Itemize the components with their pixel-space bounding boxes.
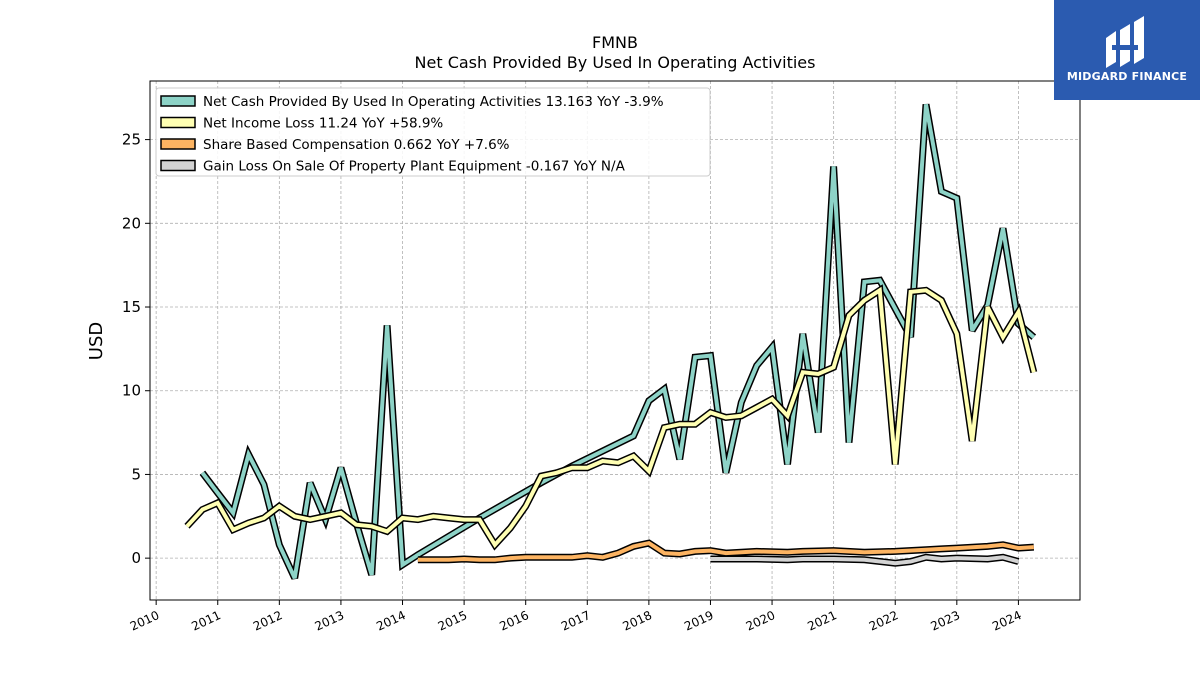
legend-label: Share Based Compensation 0.662 YoY +7.6%: [203, 137, 510, 153]
x-tick-label: 2015: [436, 608, 470, 634]
x-tick-label: 2020: [744, 608, 778, 634]
x-tick-label: 2021: [805, 608, 839, 634]
series-layer: [184, 103, 1038, 580]
series-line: [185, 286, 1036, 549]
series-3: [710, 553, 1020, 567]
x-tick-label: 2023: [928, 608, 962, 634]
brand-logo: MIDGARD FINANCE: [1054, 0, 1200, 100]
series-line: [710, 555, 1019, 566]
series-line: [417, 540, 1034, 562]
x-tick-label: 2010: [128, 608, 162, 634]
brand-name: MIDGARD FINANCE: [1066, 70, 1188, 83]
legend-swatch: [160, 116, 196, 129]
legend-swatch: [160, 138, 196, 150]
legend: Net Cash Provided By Used In Operating A…: [155, 87, 711, 177]
series-2: [417, 539, 1035, 564]
y-tick-label: 20: [122, 214, 141, 232]
y-tick-label: 15: [122, 298, 141, 316]
x-tick-label: 2017: [559, 608, 593, 634]
legend-label: Net Cash Provided By Used In Operating A…: [203, 94, 664, 110]
legend-label: Gain Loss On Sale Of Property Plant Equi…: [203, 159, 626, 175]
x-tick-label: 2018: [621, 608, 655, 634]
series-line: [200, 104, 1036, 580]
x-tick-label: 2011: [189, 608, 223, 634]
y-axis: 0 5 10 15 20 25: [122, 131, 150, 567]
x-tick-label: 2016: [497, 608, 531, 634]
y-tick-label: 10: [122, 382, 141, 400]
x-tick-label: 2012: [251, 608, 285, 634]
x-tick-label: 2022: [867, 608, 901, 634]
x-tick-label: 2019: [682, 608, 716, 634]
x-tick-label: 2014: [374, 608, 408, 634]
legend-box: [155, 87, 711, 177]
y-axis-label: USD: [86, 322, 107, 360]
series-0: [199, 103, 1037, 580]
y-tick-label: 0: [131, 549, 141, 567]
legend-swatch: [160, 159, 196, 172]
series-1: [184, 284, 1038, 551]
logo-mark-icon: [1054, 0, 1200, 100]
x-axis: 2010 2011 2012 2013 2014 2015 2016 2017 2018 2019…: [128, 600, 1024, 634]
x-tick-label: 2013: [313, 608, 347, 634]
legend-label: Net Income Loss 11.24 YoY +58.9%: [203, 116, 443, 132]
y-tick-label: 5: [131, 465, 141, 483]
y-tick-label: 25: [122, 131, 141, 149]
legend-swatch: [160, 95, 196, 107]
plot-frame: [149, 80, 1081, 601]
chart-title: FMNB: [592, 33, 638, 52]
x-tick-label: 2024: [990, 608, 1024, 634]
chart-subtitle: Net Cash Provided By Used In Operating A…: [415, 53, 816, 72]
